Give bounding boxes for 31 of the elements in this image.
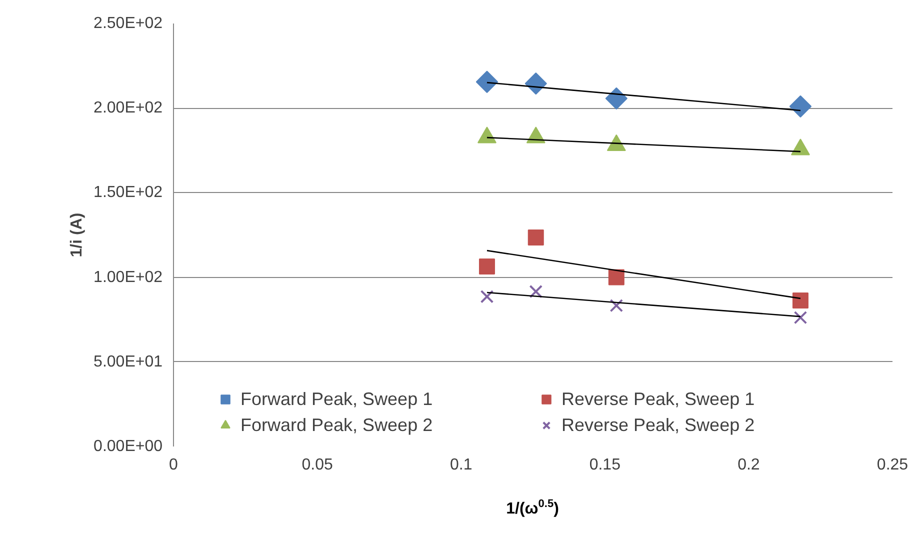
x-tick-label: 0 — [169, 456, 178, 474]
y-tick-label: 2.50E+02 — [94, 15, 163, 32]
point — [610, 298, 624, 312]
legend-label: Forward Peak, Sweep 2 — [240, 414, 434, 436]
point — [608, 269, 624, 286]
x-tick-label: 0.05 — [302, 456, 333, 474]
legend-label: Reverse Peak, Sweep 1 — [562, 388, 756, 410]
point — [605, 87, 628, 110]
legend-label: Forward Peak, Sweep 1 — [240, 388, 434, 410]
x-tick-label: 0.2 — [738, 456, 760, 474]
legend-label: Reverse Peak, Sweep 2 — [562, 414, 756, 436]
point — [476, 70, 498, 93]
y-tick-label: 0.00E+00 — [94, 438, 163, 455]
point — [478, 258, 495, 274]
point — [480, 290, 494, 304]
y-axis-title: 1/i (A) — [68, 212, 86, 258]
point — [794, 310, 808, 324]
line-series — [486, 292, 802, 318]
y-tick-label: 5.00E+01 — [94, 353, 163, 370]
point — [524, 72, 547, 95]
x-axis-title: 1/(ω$^{0.5}$) — [506, 497, 559, 520]
y-tick-label: 1.50E+02 — [94, 184, 163, 202]
point — [529, 284, 543, 298]
y-tick-label: 1.00E+02 — [94, 268, 163, 286]
point — [789, 95, 812, 118]
y-tick-label: 2.00E+02 — [94, 100, 163, 117]
point — [528, 230, 544, 246]
x-tick-label: 0.15 — [589, 456, 621, 474]
point — [792, 292, 808, 308]
x-tick-label: 0.25 — [876, 456, 908, 474]
x-tick-label: 0.1 — [450, 456, 472, 474]
